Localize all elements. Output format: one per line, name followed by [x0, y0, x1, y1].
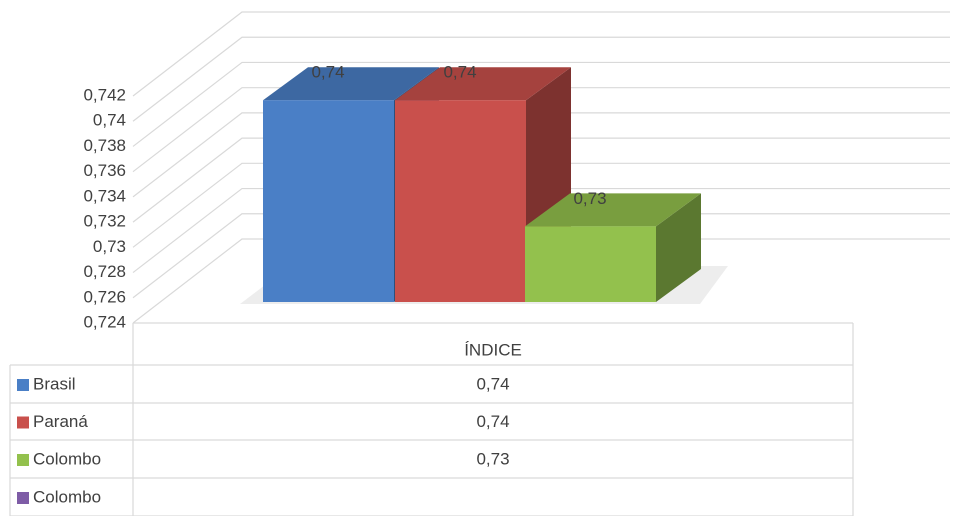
legend-key [17, 416, 29, 429]
y-tick-label: 0,726 [83, 287, 126, 306]
bar [263, 100, 394, 302]
bar-side [656, 193, 701, 302]
bar-top [525, 193, 701, 227]
grid-line [132, 137, 950, 223]
grid-line [132, 238, 950, 324]
y-tick-label: 0,732 [83, 212, 126, 231]
legend-key [17, 454, 29, 466]
y-tick-label: 0,734 [83, 186, 126, 205]
table-header: ÍNDICE [464, 340, 522, 359]
y-tick-label: 0,74 [93, 111, 126, 130]
legend-label: Brasil [33, 374, 76, 393]
table-value: 0,74 [476, 412, 509, 431]
legend-label: Colombo [33, 487, 101, 506]
grid-line [132, 61, 950, 147]
y-tick-label: 0,728 [83, 262, 126, 281]
table-value: 0,73 [476, 449, 509, 468]
table-value: 0,74 [476, 374, 509, 393]
legend-label: Colombo [33, 449, 101, 468]
data-label: 0,73 [573, 189, 606, 208]
grid-line [132, 87, 950, 173]
bar-top [395, 67, 571, 101]
bar-top [263, 67, 439, 101]
data-label: 0,74 [443, 63, 476, 82]
grid-line [132, 36, 950, 122]
legend-label: Paraná [33, 412, 88, 431]
legend-key [17, 379, 29, 391]
data-label: 0,74 [311, 63, 344, 82]
grid-line [132, 187, 950, 274]
bar [525, 226, 656, 302]
y-tick-label: 0,736 [83, 161, 126, 180]
bar [395, 100, 526, 302]
grid-line [132, 213, 950, 299]
grid-line [132, 11, 950, 97]
legend-key [17, 492, 29, 504]
y-tick-label: 0,738 [83, 136, 126, 155]
grid-line [132, 112, 950, 198]
grid-line [132, 162, 950, 248]
y-tick-label: 0,724 [83, 312, 126, 331]
y-tick-label: 0,742 [83, 85, 126, 104]
y-tick-label: 0,73 [93, 237, 126, 256]
